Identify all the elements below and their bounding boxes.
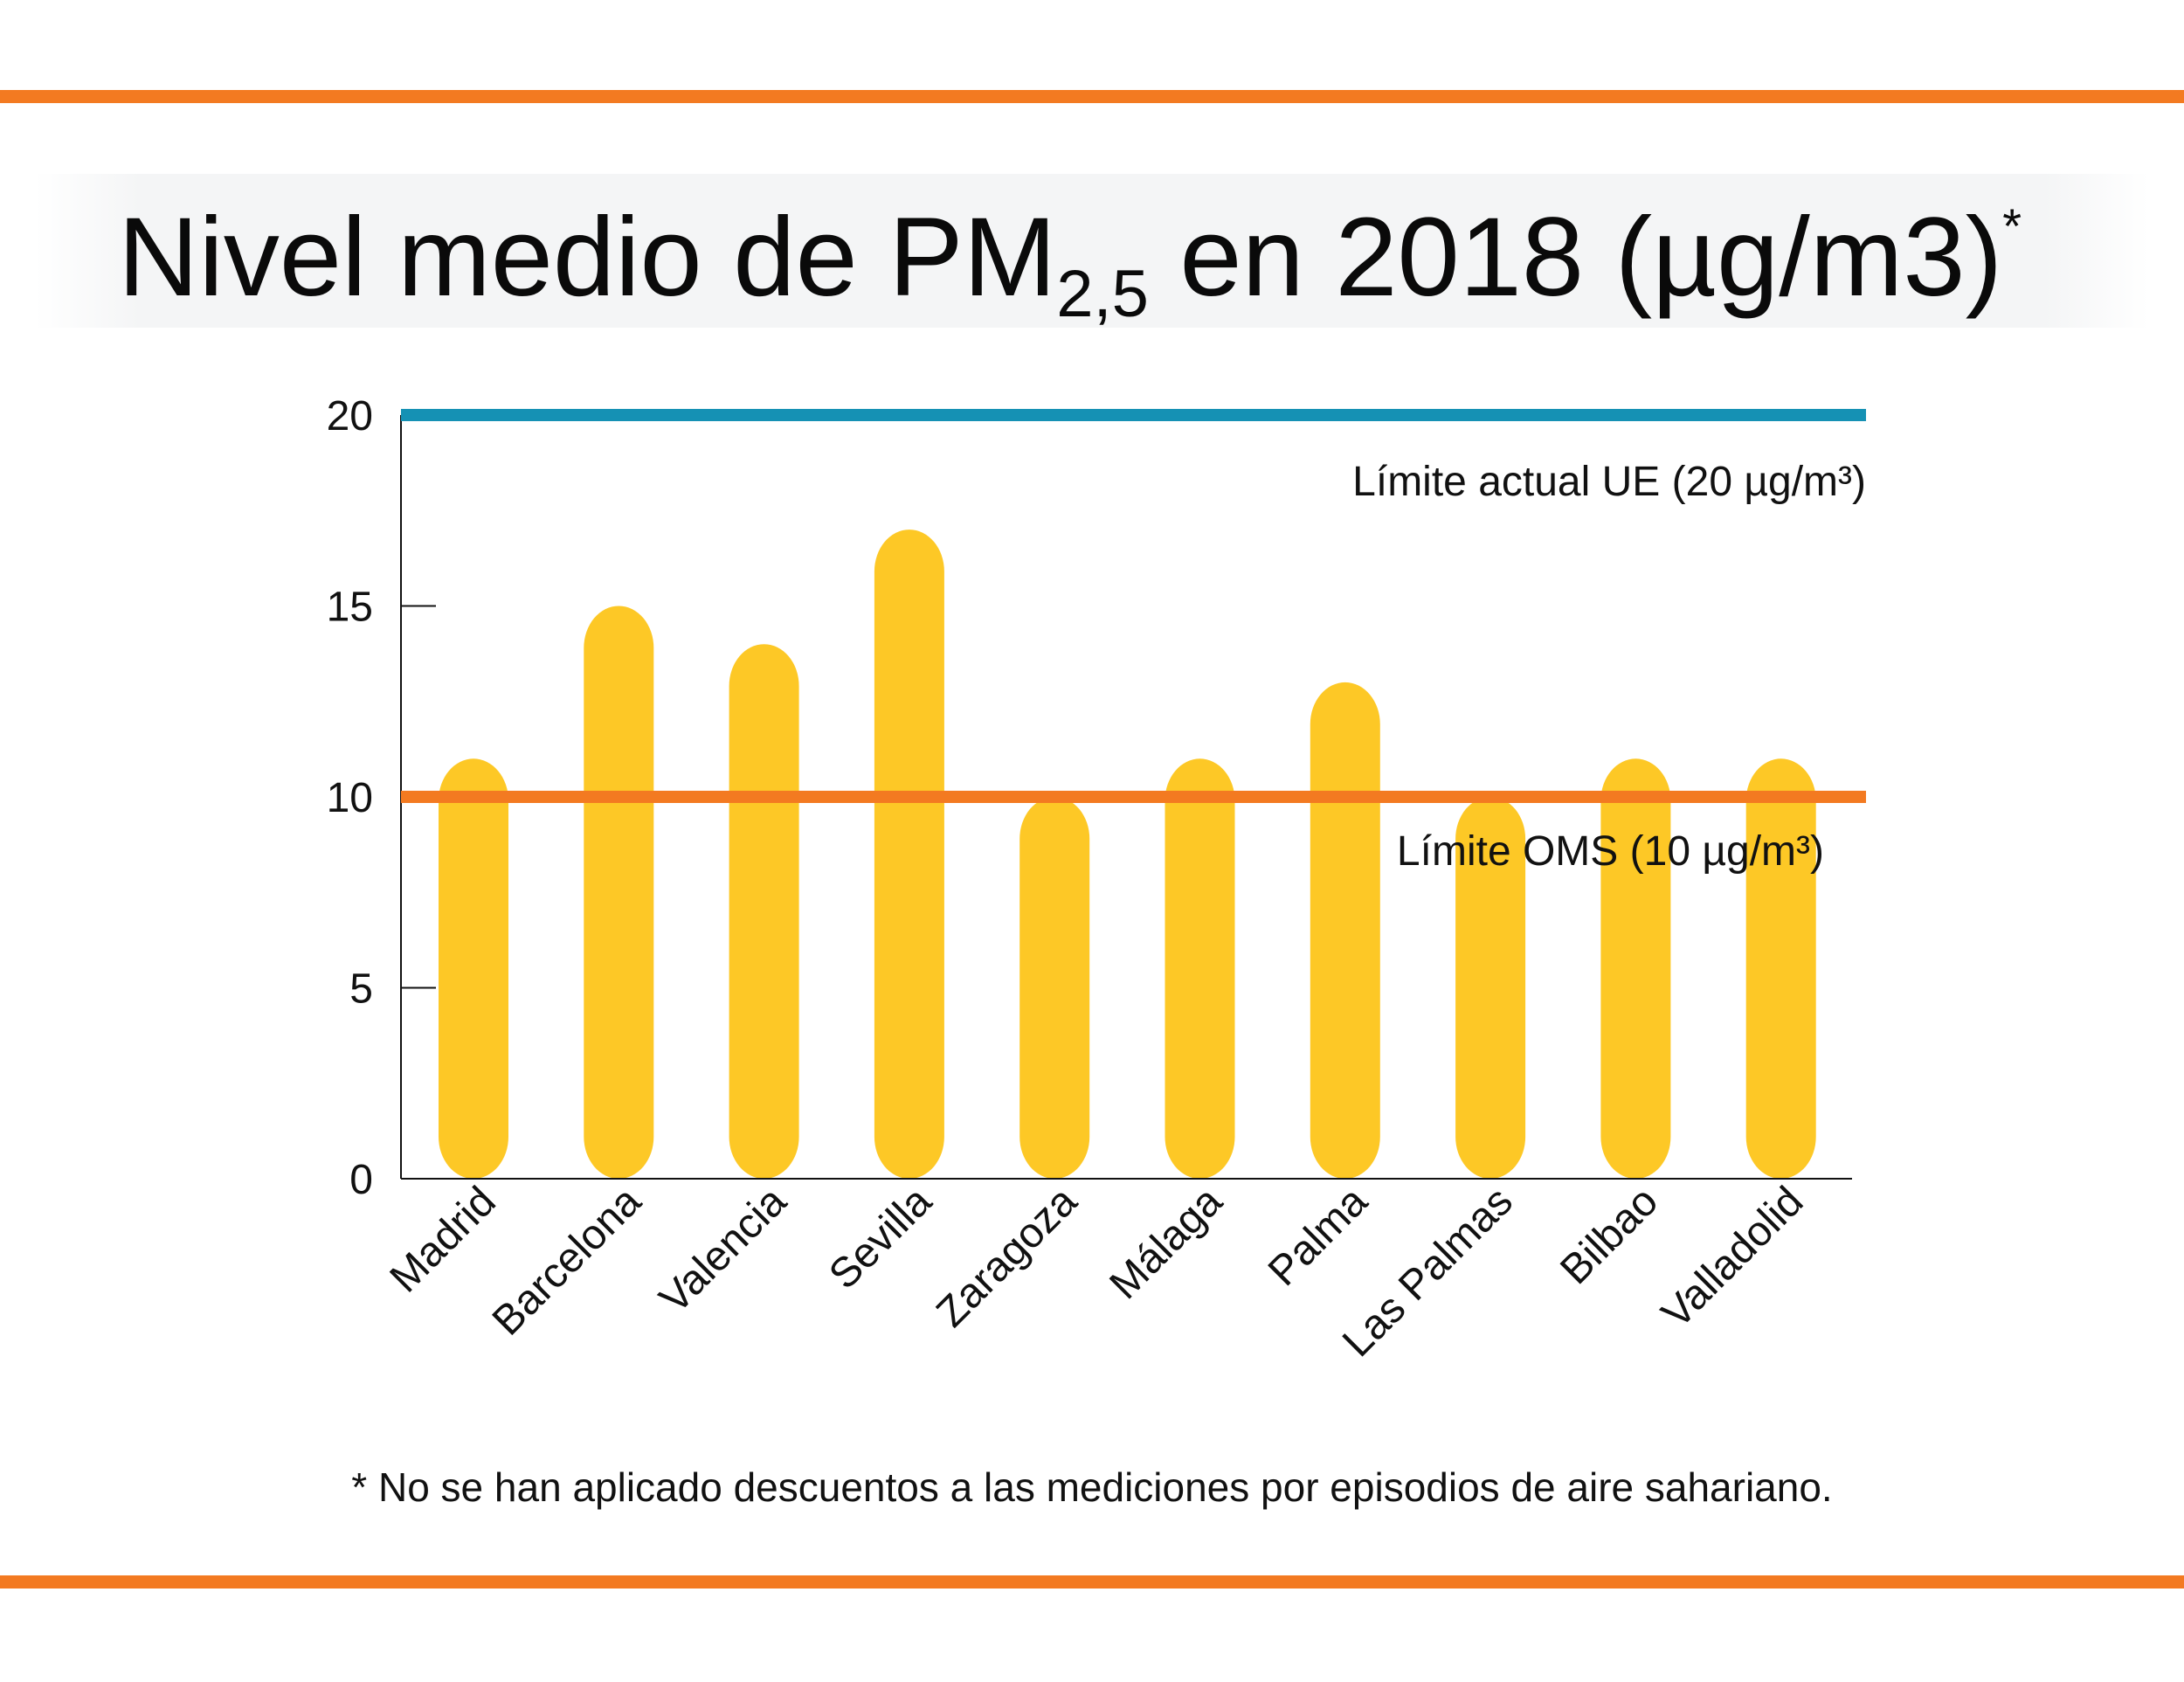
who-limit-label: Límite OMS (10 µg/m³) [1397,828,1824,875]
top-accent-line [0,90,2184,103]
category-label: Valladolid [1653,1178,1812,1337]
who-limit-line [401,791,1866,803]
chart-title: Nivel medio de PM2,5 en 2018 (µg/m3)* [118,195,2022,331]
category-label: Barcelona [484,1178,651,1345]
bar-las-palmas [1455,797,1526,1179]
y-tick-label: 10 [327,775,373,821]
y-tick-label: 0 [349,1157,373,1203]
bar-sevilla [874,530,944,1179]
bar-valencia [729,644,799,1179]
bar-málaga [1165,758,1235,1179]
y-tick-label: 5 [349,966,373,1013]
category-label: Málaga [1101,1178,1231,1308]
y-tick-label: 20 [327,393,373,440]
eu-limit-line [401,409,1866,421]
title-band [35,174,2149,328]
y-tick-label: 15 [327,585,373,631]
bottom-accent-line [0,1575,2184,1589]
category-label: Madrid [382,1178,505,1301]
bar-bilbao [1600,758,1671,1179]
bar-valladolid [1745,758,1816,1179]
bar-madrid [439,758,508,1179]
bar-zaragoza [1019,797,1090,1179]
category-label: Bilbao [1552,1178,1667,1293]
bar-barcelona [584,606,654,1179]
footnote: * No se han aplicado descuentos a las me… [351,1464,1832,1510]
bar-palma [1310,682,1380,1179]
category-label: Valencia [651,1178,795,1322]
category-label: Sevilla [820,1178,941,1298]
category-label: Palma [1260,1178,1377,1295]
category-label: Zaragoza [928,1178,1086,1336]
eu-limit-label: Límite actual UE (20 µg/m³) [1352,459,1866,505]
